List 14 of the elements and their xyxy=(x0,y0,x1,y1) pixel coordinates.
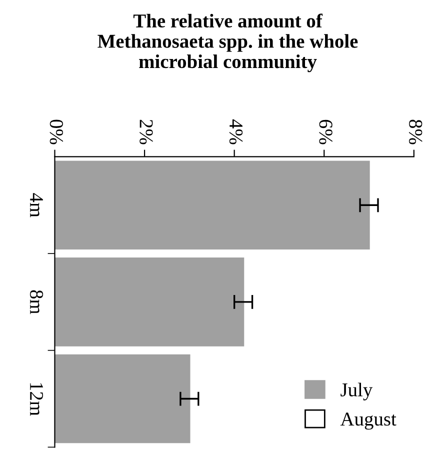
x-tick-label: 0% xyxy=(50,120,64,144)
bar xyxy=(54,160,370,250)
y-tick-label: 4m xyxy=(30,193,43,218)
y-tick-label: 8m xyxy=(30,290,44,314)
chart-title: The relative amount of Methanosaeta spp. in the whole microbial community xyxy=(98,14,358,72)
x-tick-label: 4% xyxy=(229,119,243,144)
x-tick-label: 2% xyxy=(140,120,153,144)
y-tick-label: 12m xyxy=(30,383,44,416)
bar xyxy=(54,258,244,346)
x-tick-label: 6% xyxy=(319,120,332,144)
legend-label: July xyxy=(340,382,373,400)
legend-label: August xyxy=(340,412,396,430)
x-tick-label: 8% xyxy=(408,120,422,144)
bar xyxy=(54,354,190,444)
